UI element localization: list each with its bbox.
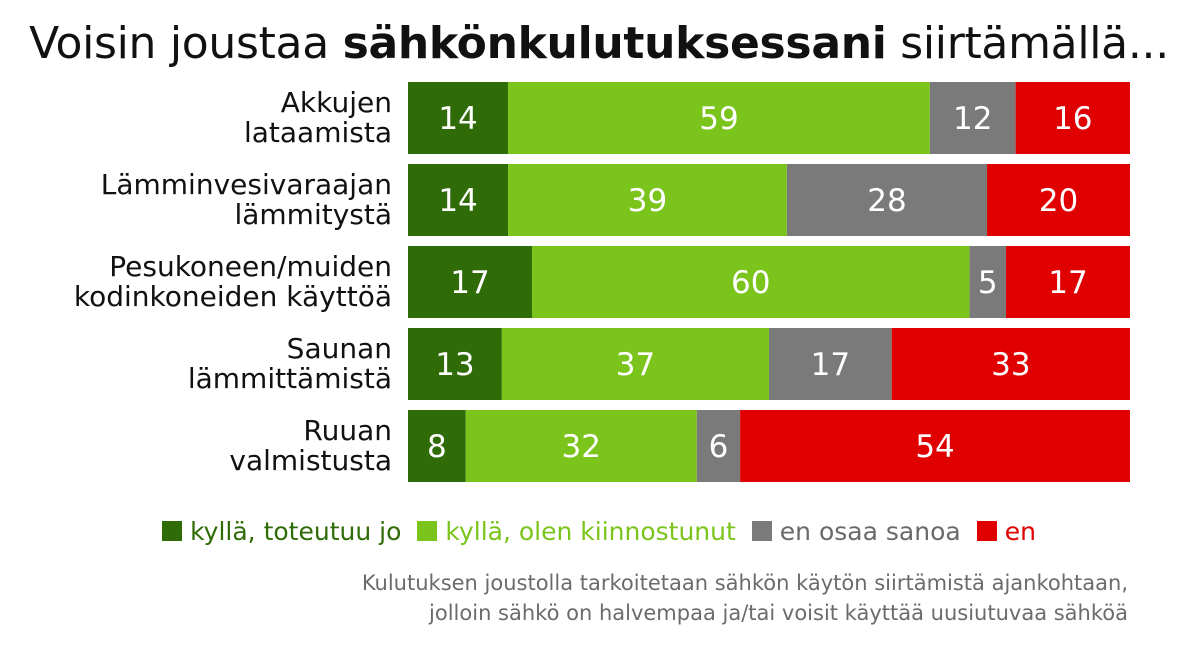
bar-segment xyxy=(969,246,1007,318)
legend-item: kyllä, olen kiinnostunut xyxy=(417,516,736,546)
title-post: siirtämällä... xyxy=(886,18,1169,69)
data-label: 60 xyxy=(731,265,770,301)
data-label: 12 xyxy=(953,101,992,137)
category-label: Saunan lämmittämistä xyxy=(12,334,392,394)
bar-segment xyxy=(531,246,970,318)
bar-segment xyxy=(408,82,509,154)
data-label: 28 xyxy=(867,183,906,219)
data-label: 8 xyxy=(427,429,447,465)
legend-swatch xyxy=(417,521,438,541)
data-label: 33 xyxy=(991,347,1030,383)
legend-label: en xyxy=(1004,516,1036,546)
data-label: 20 xyxy=(1039,183,1078,219)
category-label-line: Saunan xyxy=(286,332,392,365)
bar-segment xyxy=(769,328,892,400)
category-label-line: lämmitystä xyxy=(234,198,392,231)
footnote: Kulutuksen joustolla tarkoitetaan sähkön… xyxy=(0,568,1128,628)
bar-segment xyxy=(508,82,930,154)
data-label: 17 xyxy=(1048,265,1087,301)
bar-segment xyxy=(408,164,509,236)
legend-item: en xyxy=(976,516,1036,546)
category-label-line: lataamista xyxy=(243,116,392,149)
legend-label: kyllä, toteutuu jo xyxy=(190,516,402,546)
bar-segment xyxy=(1006,246,1130,318)
legend-item: en osaa sanoa xyxy=(751,516,961,546)
data-label: 37 xyxy=(616,347,655,383)
category-label: Lämminvesivaraajan lämmitystä xyxy=(12,170,392,230)
legend-swatch xyxy=(162,521,183,541)
category-label-line: Akkujen xyxy=(280,86,392,119)
bar-segment xyxy=(465,410,697,482)
data-label: 17 xyxy=(811,347,850,383)
bar-segment xyxy=(408,328,502,400)
legend-item: kyllä, toteutuu jo xyxy=(162,517,401,546)
footnote-line-2: jolloin sähkö on halvempaa ja/tai voisit… xyxy=(429,601,1128,625)
category-label-line: Ruuan xyxy=(303,414,392,447)
title-pre: Voisin joustaa xyxy=(29,18,343,69)
bar-segment xyxy=(891,328,1130,400)
bar-segment xyxy=(740,410,1130,482)
bar-segment xyxy=(987,164,1130,236)
stacked-bar-chart: 14 59 12 16 14 39 28 20 17 60 5 17 13 37 17 33 8 32 6 54 xyxy=(408,82,1130,482)
bar-segment xyxy=(508,164,787,236)
bar-segment xyxy=(786,164,988,236)
category-label-line: valmistusta xyxy=(229,444,392,477)
legend-label: kyllä, olen kiinnostunut xyxy=(445,516,736,546)
data-label: 16 xyxy=(1053,101,1092,137)
data-label: 54 xyxy=(915,429,954,465)
category-label-line: kodinkoneiden käyttöä xyxy=(73,280,392,313)
category-label: Pesukoneen/muiden kodinkoneiden käyttöä xyxy=(12,252,392,312)
category-label-line: lämmittämistä xyxy=(187,362,392,395)
data-label: 17 xyxy=(450,265,489,301)
category-label: Ruuan valmistusta xyxy=(12,416,392,476)
category-label-line: Pesukoneen/muiden xyxy=(109,250,392,283)
data-label: 13 xyxy=(435,347,474,383)
footnote-line-1: Kulutuksen joustolla tarkoitetaan sähkön… xyxy=(361,571,1128,595)
data-label: 39 xyxy=(628,183,667,219)
data-label: 32 xyxy=(562,429,601,465)
bar-segment xyxy=(929,82,1016,154)
data-label: 6 xyxy=(709,429,729,465)
bar-segment xyxy=(501,328,769,400)
category-label: Akkujen lataamista xyxy=(12,88,392,148)
bar-segment xyxy=(696,410,741,482)
data-label: 14 xyxy=(438,101,477,137)
chart-title: Voisin joustaa sähkönkulutuksessani siir… xyxy=(0,18,1198,69)
bar-segment xyxy=(408,246,532,318)
bar-segment xyxy=(408,410,466,482)
category-label-line: Lämminvesivaraajan xyxy=(100,168,392,201)
bar-segment xyxy=(1015,82,1130,154)
legend-swatch xyxy=(751,521,772,541)
legend-swatch xyxy=(976,521,997,541)
data-label: 59 xyxy=(699,101,738,137)
data-label: 14 xyxy=(438,183,477,219)
legend: kyllä, toteutuu jo kyllä, olen kiinnostun… xyxy=(0,514,1198,548)
legend-label: en osaa sanoa xyxy=(779,516,961,546)
title-bold: sähkönkulutuksessani xyxy=(342,18,887,69)
data-label: 5 xyxy=(978,265,998,301)
